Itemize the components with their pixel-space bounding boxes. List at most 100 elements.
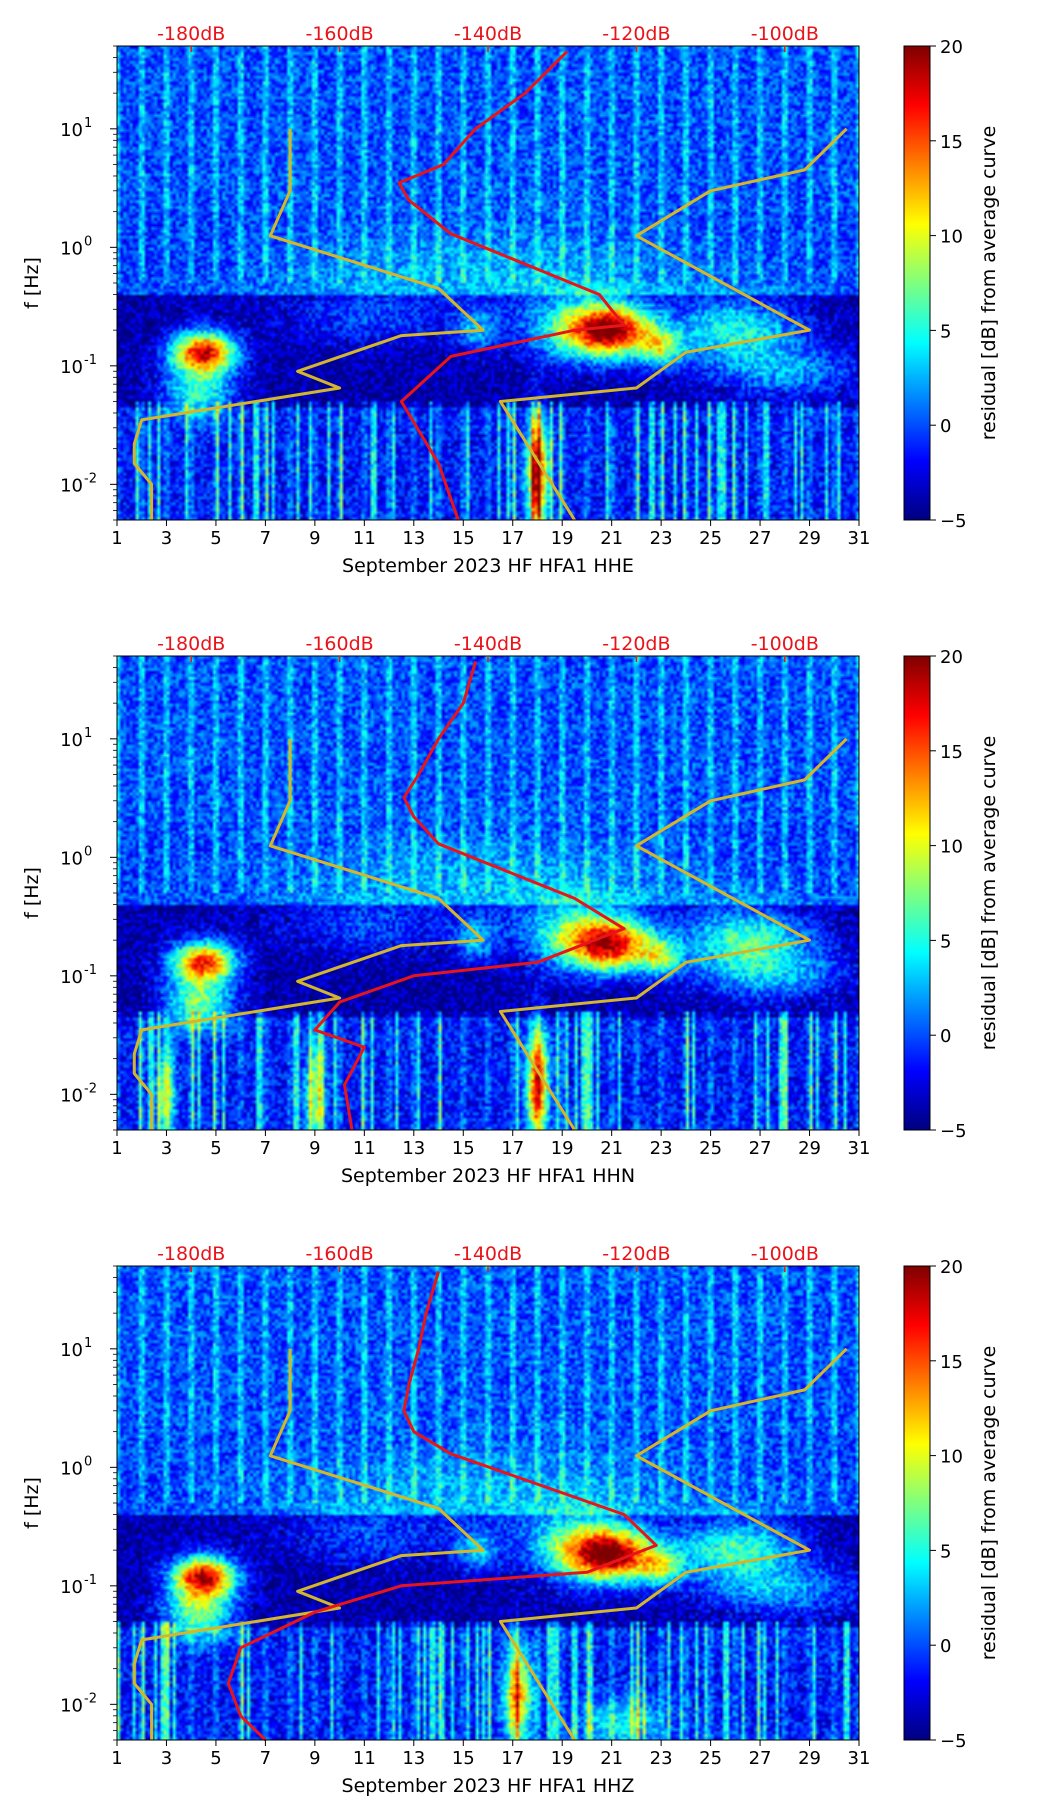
colorbar-tick-label: 0 <box>940 1026 951 1047</box>
x-tick-label: 27 <box>749 528 772 549</box>
x-tick-label: 7 <box>260 1138 271 1159</box>
x-tick-label: 31 <box>848 1748 871 1769</box>
x-tick-label: 9 <box>309 1748 320 1769</box>
x-tick-label: 11 <box>353 1748 376 1769</box>
x-tick-label: 21 <box>600 1138 623 1159</box>
spectrogram-heatmap <box>117 656 859 1130</box>
colorbar-tick-label: 15 <box>940 132 963 153</box>
colorbar-tick-label: 0 <box>940 1636 951 1657</box>
y-tick-exponent: 1 <box>84 1336 92 1351</box>
colorbar-tick-label: 20 <box>940 37 963 58</box>
y-tick-label: 10 <box>60 475 83 496</box>
db-scale-label: -100dB <box>751 633 819 655</box>
median-psd-curve <box>313 660 626 1131</box>
db-scale-label: -160dB <box>305 633 373 655</box>
x-tick-label: 13 <box>402 528 425 549</box>
y-tick-exponent: 0 <box>84 234 92 249</box>
y-tick-label: 10 <box>60 1458 83 1479</box>
colorbar-label: residual [dB] from average curve <box>978 126 1000 441</box>
x-tick-label: 15 <box>452 528 475 549</box>
x-tick-label: 7 <box>260 528 271 549</box>
x-tick-label: 27 <box>749 1748 772 1769</box>
colorbar-label: residual [dB] from average curve <box>978 736 1000 1051</box>
y-tick-label: 10 <box>60 1085 83 1106</box>
colorbar-tick-label: 5 <box>940 321 951 342</box>
x-tick-label: 31 <box>848 528 871 549</box>
high-noise-model-curve <box>498 1347 848 1741</box>
y-tick-label: 10 <box>60 967 83 988</box>
x-tick-label: 1 <box>111 1748 122 1769</box>
db-scale-label: -100dB <box>751 23 819 45</box>
colorbar-tick-label: 15 <box>940 1352 963 1373</box>
x-tick-label: 7 <box>260 1748 271 1769</box>
x-tick-label: 5 <box>210 528 221 549</box>
colorbar-tick-label: 5 <box>940 931 951 952</box>
x-tick-label: 15 <box>452 1748 475 1769</box>
spectrogram-heatmap <box>117 46 859 520</box>
x-tick-label: 23 <box>650 1138 673 1159</box>
x-axis-label: September 2023 HF HFA1 HHZ <box>342 1775 635 1797</box>
y-axis-label: f [Hz] <box>21 257 43 309</box>
x-tick-label: 21 <box>600 528 623 549</box>
high-noise-model-curve <box>498 127 848 521</box>
x-tick-label: 11 <box>353 528 376 549</box>
low-noise-model-curve <box>132 128 485 520</box>
colorbar-tick-label: 5 <box>940 1541 951 1562</box>
y-tick-exponent: -2 <box>84 1691 97 1706</box>
x-tick-label: 9 <box>309 528 320 549</box>
x-tick-label: 11 <box>353 1138 376 1159</box>
x-tick-label: 29 <box>798 528 821 549</box>
colorbar-tick-label: 10 <box>940 1447 963 1468</box>
colorbar <box>903 655 931 1131</box>
colorbar-tick-label: 20 <box>940 1257 963 1278</box>
colorbar <box>903 1265 931 1741</box>
y-axis-label: f [Hz] <box>21 1477 43 1529</box>
x-tick-label: 5 <box>210 1748 221 1769</box>
db-scale-label: -140dB <box>454 633 522 655</box>
x-tick-label: 19 <box>551 1138 574 1159</box>
y-tick-label: 10 <box>60 238 83 259</box>
y-tick-exponent: -1 <box>84 963 97 978</box>
db-scale-label: -160dB <box>305 1243 373 1265</box>
x-tick-label: 27 <box>749 1138 772 1159</box>
x-tick-label: 29 <box>798 1748 821 1769</box>
db-scale-label: -180dB <box>157 633 225 655</box>
x-tick-label: 31 <box>848 1138 871 1159</box>
y-tick-exponent: 1 <box>84 116 92 131</box>
x-tick-label: 23 <box>650 528 673 549</box>
spectrogram-heatmap <box>117 1266 859 1740</box>
x-tick-label: 13 <box>402 1748 425 1769</box>
y-tick-label: 10 <box>60 120 83 141</box>
x-tick-label: 17 <box>501 528 524 549</box>
y-tick-exponent: -1 <box>84 1573 97 1588</box>
high-noise-model-curve <box>498 737 848 1131</box>
y-tick-exponent: -1 <box>84 353 97 368</box>
x-tick-label: 21 <box>600 1748 623 1769</box>
y-tick-exponent: -2 <box>84 471 97 486</box>
x-tick-label: 3 <box>161 1748 172 1769</box>
db-scale-label: -120dB <box>602 633 670 655</box>
y-tick-label: 10 <box>60 1577 83 1598</box>
colorbar-tick-label: 15 <box>940 742 963 763</box>
y-tick-exponent: 0 <box>84 844 92 859</box>
low-noise-model-curve <box>132 1348 485 1740</box>
db-scale-label: -140dB <box>454 23 522 45</box>
x-tick-label: 1 <box>111 528 122 549</box>
y-tick-label: 10 <box>60 1340 83 1361</box>
colorbar-tick-label: 10 <box>940 227 963 248</box>
x-tick-label: 19 <box>551 528 574 549</box>
y-tick-label: 10 <box>60 357 83 378</box>
x-tick-label: 1 <box>111 1138 122 1159</box>
y-tick-label: 10 <box>60 848 83 869</box>
colorbar <box>903 45 931 521</box>
db-scale-label: -120dB <box>602 23 670 45</box>
colorbar-tick-label: 0 <box>940 416 951 437</box>
db-scale-label: -160dB <box>305 23 373 45</box>
colorbar-tick-label: 10 <box>940 837 963 858</box>
x-tick-label: 23 <box>650 1748 673 1769</box>
y-tick-label: 10 <box>60 730 83 751</box>
y-tick-exponent: -2 <box>84 1081 97 1096</box>
